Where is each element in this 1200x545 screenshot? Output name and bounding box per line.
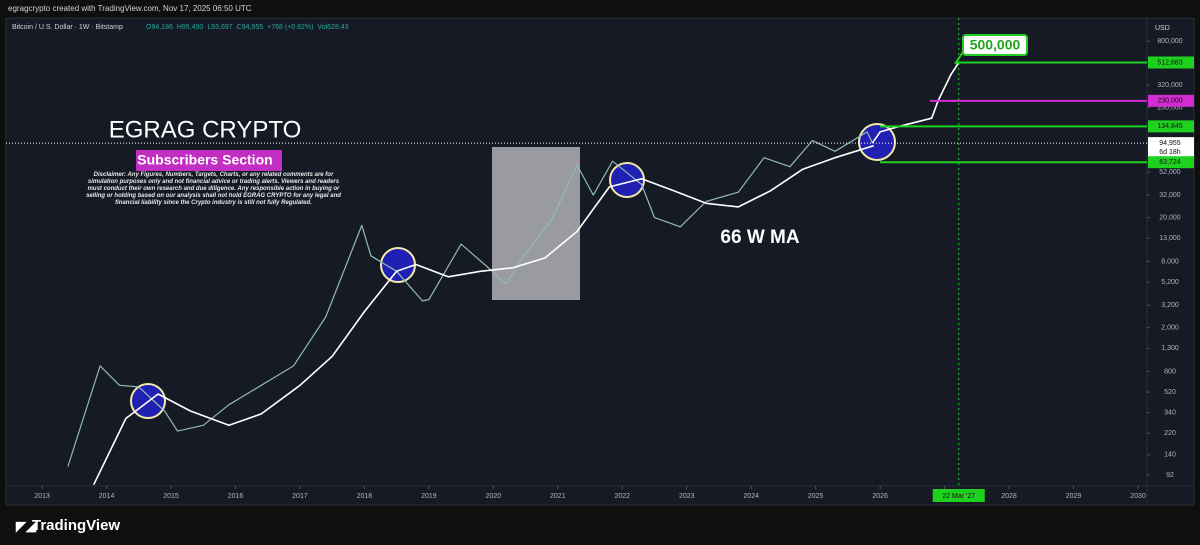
y-tick-label: 220 <box>1164 430 1176 437</box>
x-tick-label: 2018 <box>357 493 373 500</box>
level-label-bg <box>1148 137 1194 159</box>
y-tick-label: 1,300 <box>1161 345 1179 352</box>
y-tick-label: 20,000 <box>1159 214 1181 221</box>
x-tick-label: 2025 <box>808 493 824 500</box>
x-tick-label: 2030 <box>1130 493 1146 500</box>
section: Subscribers Section <box>137 152 272 168</box>
chart-panel <box>5 17 1195 506</box>
y-tick-label: 3,200 <box>1161 302 1179 309</box>
x-tick-label: 2019 <box>421 493 437 500</box>
author: EGRAG CRYPTO <box>109 116 302 143</box>
x-tick-label: 2029 <box>1066 493 1082 500</box>
currency: USD <box>1155 25 1170 32</box>
ohlc-value: O94,186 <box>146 24 173 31</box>
credit: egragcrypto created with TradingView.com… <box>8 4 252 13</box>
ohlc-value: +768 (+0.82%) <box>267 24 313 31</box>
y-tick-label: 92 <box>1166 472 1174 479</box>
target-box <box>962 34 1028 56</box>
price-line <box>67 131 873 467</box>
disclaimer: Disclaimer: Any Figures, Numbers, Target… <box>86 172 341 206</box>
x-tick-label: 2017 <box>292 493 308 500</box>
symbol: Bitcoin / U.S. Dollar · 1W · Bitstamp <box>12 24 123 31</box>
y-tick-label: 320,000 <box>1157 82 1182 89</box>
x-tick-label: 2026 <box>872 493 888 500</box>
level-label: 230,000 <box>1157 98 1182 105</box>
y-tick-label: 140 <box>1164 452 1176 459</box>
x-tick-label: 2021 <box>550 493 566 500</box>
x-tick-label: 2013 <box>34 493 50 500</box>
x-tick-label: 2024 <box>743 493 759 500</box>
level-label-bg <box>1148 156 1194 169</box>
brand: TradingView <box>32 517 120 534</box>
y-tick-label: 800 <box>1164 368 1176 375</box>
logo-mark: ◤◢ <box>15 518 37 533</box>
moving-average <box>92 144 874 486</box>
y-tick-label: 13,000 <box>1159 235 1181 242</box>
y-tick-label: 520 <box>1164 389 1176 396</box>
level-label-bg <box>1148 94 1194 107</box>
level-label: 63,724 <box>1159 159 1181 166</box>
x-tick-label: 2014 <box>99 493 115 500</box>
y-tick-label: 340 <box>1164 409 1176 416</box>
x-tick-label: 2022 <box>614 493 630 500</box>
price-line <box>871 62 960 144</box>
level-label: 94,955 <box>1159 140 1181 147</box>
level-label-bg <box>1148 56 1194 69</box>
countdown: 6d 18h <box>1159 149 1181 156</box>
section-badge <box>136 150 282 171</box>
top-bar <box>0 0 1200 18</box>
highlight-box <box>492 147 580 300</box>
circles <box>130 123 896 419</box>
y-tick-label: 5,200 <box>1161 279 1179 286</box>
x-tick-label: 2015 <box>163 493 179 500</box>
y-tick-label: 2,000 <box>1161 325 1179 332</box>
level-label: 512,683 <box>1157 59 1182 66</box>
x-tick-label: 2016 <box>228 493 244 500</box>
ohlc-value: Vol628.43 <box>317 24 348 31</box>
ohlc-value: H95,490 <box>177 24 204 31</box>
y-tick-label: 200,000 <box>1157 104 1182 111</box>
y-tick-label: 32,000 <box>1159 192 1181 199</box>
y-tick-label: 8,000 <box>1161 258 1179 265</box>
ohlc-value: L93,697 <box>207 24 232 31</box>
date-label-bg <box>932 489 985 502</box>
plot-area <box>67 62 960 486</box>
ohlc-value: C94,955 <box>237 24 264 31</box>
x-tick-label: 2028 <box>1001 493 1017 500</box>
y-tick-label: 52,000 <box>1159 169 1181 176</box>
y-tick-label: 800,000 <box>1157 38 1182 45</box>
target: 500,000 <box>970 37 1021 53</box>
x-tick-label: 2020 <box>486 493 502 500</box>
level-label-bg <box>1148 120 1194 133</box>
ma-label: 66 W MA <box>720 227 799 248</box>
x-tick-label: 2023 <box>679 493 695 500</box>
date-label: 22 Mar '27 <box>942 493 975 500</box>
level-label: 134,845 <box>1157 123 1182 130</box>
